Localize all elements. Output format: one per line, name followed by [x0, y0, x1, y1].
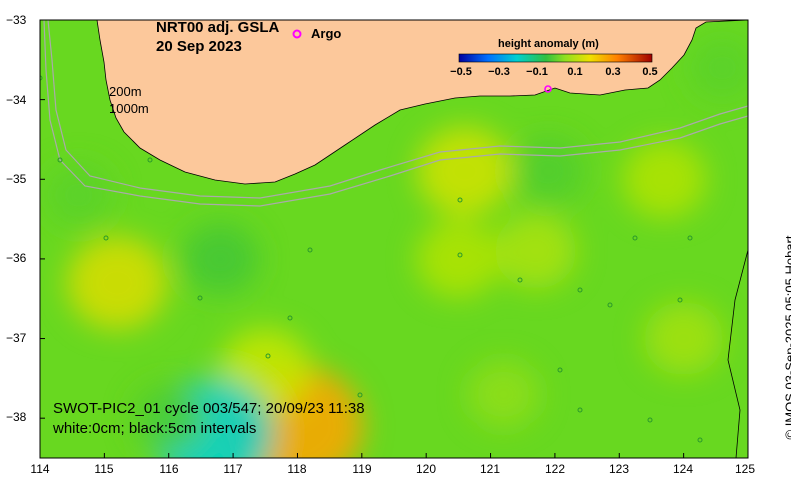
track-point: [197, 295, 203, 301]
x-tick-label: 120: [415, 462, 437, 476]
x-tick-label: 117: [223, 462, 243, 476]
swot-pass-info: SWOT-PIC2_01 cycle 003/547; 20/09/23 11:…: [53, 400, 365, 417]
track-point: [147, 157, 153, 163]
anomaly-feature: [181, 223, 259, 295]
track-point: [457, 252, 463, 258]
y-tick-label: −33: [6, 13, 27, 27]
colorbar-tick: 0.5: [642, 66, 658, 78]
x-tick-label: 121: [479, 462, 501, 476]
colorbar-tick: −0.5: [450, 66, 472, 78]
y-tick-label: −35: [6, 172, 27, 186]
y-tick-label: −37: [6, 331, 27, 345]
track-point: [687, 235, 693, 241]
track-point: [103, 235, 109, 241]
colorbar-tick: 0.1: [567, 66, 583, 78]
x-tick-label: 119: [352, 462, 372, 476]
swot-track-points: [40, 75, 703, 443]
track-point: [607, 302, 613, 308]
credit-stamp: © IMOS 03-Sep-2025 05:05 Hobart: [782, 235, 791, 440]
track-point: [647, 417, 653, 423]
anomaly-feature: [644, 301, 724, 376]
track-point: [265, 353, 271, 359]
anomaly-feature: [622, 140, 707, 219]
track-point: [357, 392, 363, 398]
colorbar-tick: 0.3: [605, 66, 621, 78]
anomaly-feature: [416, 219, 501, 298]
x-tick-label: 118: [287, 462, 307, 476]
track-point: [697, 437, 703, 443]
anomaly-feature: [416, 126, 513, 216]
track-point: [577, 287, 583, 293]
x-tick-label: 124: [672, 462, 694, 476]
anomaly-feature: [132, 384, 205, 452]
x-tick-label: 115: [94, 462, 114, 476]
map-title: NRT00 adj. GSLA: [156, 19, 280, 36]
y-tick-label: −34: [6, 93, 27, 107]
contour-label-200m: 200m: [109, 84, 142, 99]
anomaly-feature: [688, 36, 748, 100]
track-point: [517, 277, 523, 283]
y-tick-label: −36: [6, 251, 27, 265]
x-tick-label: 123: [608, 462, 630, 476]
colorbar-title: height anomaly (m): [498, 38, 599, 50]
axis-ticks: [39, 19, 749, 458]
x-tick-label: 116: [159, 462, 179, 476]
map-date: 20 Sep 2023: [156, 38, 242, 55]
argo-legend-icon: [292, 29, 302, 39]
x-tick-label: 122: [544, 462, 566, 476]
anomaly-feature: [45, 163, 113, 227]
contour-legend: white:0cm; black:5cm intervals: [53, 420, 257, 437]
track-point: [40, 75, 43, 81]
argo-legend-label: Argo: [311, 26, 342, 41]
colorbar: [458, 53, 653, 63]
contour-black-east: [727, 249, 748, 458]
contour-label-1000m: 1000m: [109, 101, 149, 116]
track-point: [677, 297, 683, 303]
track-point: [287, 315, 293, 321]
anomaly-field: [45, 36, 748, 458]
y-tick-label: −38: [6, 410, 27, 424]
anomaly-feature: [467, 360, 540, 428]
x-tick-label: 125: [734, 462, 756, 476]
track-point: [577, 407, 583, 413]
argo-float-marker[interactable]: [544, 85, 552, 93]
track-point: [307, 247, 313, 253]
colorbar-tick: −0.1: [526, 66, 548, 78]
anomaly-feature: [494, 213, 577, 289]
track-point: [632, 235, 638, 241]
anomaly-feature: [66, 236, 168, 330]
x-tick-label: 114: [30, 462, 50, 476]
plot-frame: [39, 19, 749, 459]
isobath-200m: [47, 20, 748, 199]
track-point: [557, 367, 563, 373]
colorbar-tick: −0.3: [488, 66, 510, 78]
isobath-1000m: [43, 20, 748, 207]
track-point: [57, 157, 63, 163]
track-point: [457, 197, 463, 203]
